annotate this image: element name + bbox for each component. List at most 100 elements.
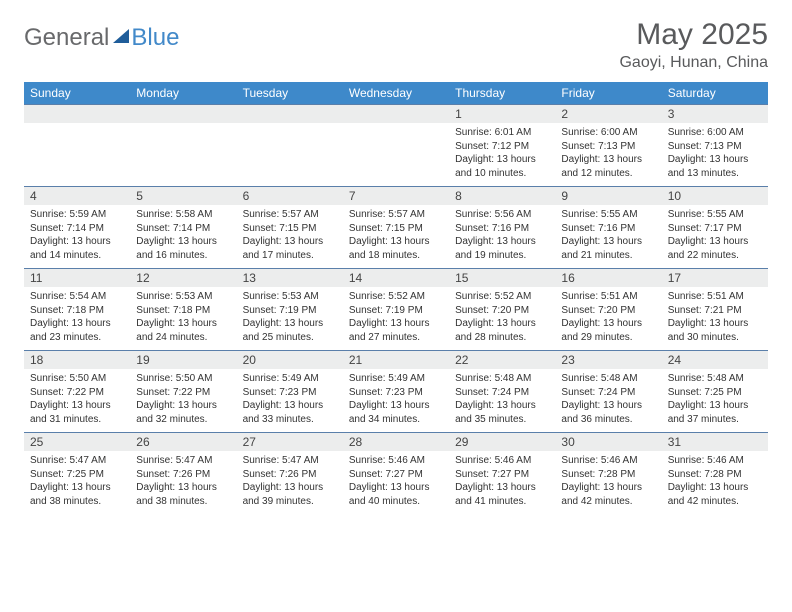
day-details: Sunrise: 5:47 AMSunset: 7:26 PMDaylight:… xyxy=(237,451,343,514)
weekday-header: Wednesday xyxy=(343,82,449,105)
day-number xyxy=(130,105,236,123)
day-number: 24 xyxy=(662,351,768,369)
calendar-day-cell: 16Sunrise: 5:51 AMSunset: 7:20 PMDayligh… xyxy=(555,269,661,351)
calendar-empty-cell xyxy=(343,105,449,187)
day-details: Sunrise: 5:50 AMSunset: 7:22 PMDaylight:… xyxy=(130,369,236,432)
calendar-week-row: 4Sunrise: 5:59 AMSunset: 7:14 PMDaylight… xyxy=(24,187,768,269)
day-details: Sunrise: 5:46 AMSunset: 7:28 PMDaylight:… xyxy=(555,451,661,514)
calendar-day-cell: 27Sunrise: 5:47 AMSunset: 7:26 PMDayligh… xyxy=(237,433,343,515)
weekday-header: Saturday xyxy=(662,82,768,105)
day-details xyxy=(237,123,343,175)
calendar-day-cell: 3Sunrise: 6:00 AMSunset: 7:13 PMDaylight… xyxy=(662,105,768,187)
calendar-day-cell: 21Sunrise: 5:49 AMSunset: 7:23 PMDayligh… xyxy=(343,351,449,433)
calendar-day-cell: 2Sunrise: 6:00 AMSunset: 7:13 PMDaylight… xyxy=(555,105,661,187)
calendar-day-cell: 12Sunrise: 5:53 AMSunset: 7:18 PMDayligh… xyxy=(130,269,236,351)
calendar-day-cell: 1Sunrise: 6:01 AMSunset: 7:12 PMDaylight… xyxy=(449,105,555,187)
day-details xyxy=(24,123,130,175)
calendar-day-cell: 8Sunrise: 5:56 AMSunset: 7:16 PMDaylight… xyxy=(449,187,555,269)
calendar-day-cell: 25Sunrise: 5:47 AMSunset: 7:25 PMDayligh… xyxy=(24,433,130,515)
day-number: 5 xyxy=(130,187,236,205)
day-number: 25 xyxy=(24,433,130,451)
weekday-header: Monday xyxy=(130,82,236,105)
day-number xyxy=(24,105,130,123)
page-header: General Blue May 2025 Gaoyi, Hunan, Chin… xyxy=(24,18,768,72)
calendar-day-cell: 11Sunrise: 5:54 AMSunset: 7:18 PMDayligh… xyxy=(24,269,130,351)
day-number: 20 xyxy=(237,351,343,369)
day-details xyxy=(343,123,449,175)
day-details: Sunrise: 5:57 AMSunset: 7:15 PMDaylight:… xyxy=(343,205,449,268)
calendar-week-row: 25Sunrise: 5:47 AMSunset: 7:25 PMDayligh… xyxy=(24,433,768,515)
day-number: 8 xyxy=(449,187,555,205)
calendar-day-cell: 23Sunrise: 5:48 AMSunset: 7:24 PMDayligh… xyxy=(555,351,661,433)
location: Gaoyi, Hunan, China xyxy=(619,54,768,72)
day-number: 10 xyxy=(662,187,768,205)
calendar-day-cell: 28Sunrise: 5:46 AMSunset: 7:27 PMDayligh… xyxy=(343,433,449,515)
day-details: Sunrise: 5:51 AMSunset: 7:21 PMDaylight:… xyxy=(662,287,768,350)
calendar-day-cell: 6Sunrise: 5:57 AMSunset: 7:15 PMDaylight… xyxy=(237,187,343,269)
day-details: Sunrise: 5:53 AMSunset: 7:18 PMDaylight:… xyxy=(130,287,236,350)
calendar-week-row: 11Sunrise: 5:54 AMSunset: 7:18 PMDayligh… xyxy=(24,269,768,351)
day-number: 21 xyxy=(343,351,449,369)
calendar-day-cell: 30Sunrise: 5:46 AMSunset: 7:28 PMDayligh… xyxy=(555,433,661,515)
calendar-day-cell: 26Sunrise: 5:47 AMSunset: 7:26 PMDayligh… xyxy=(130,433,236,515)
day-number: 29 xyxy=(449,433,555,451)
logo: General Blue xyxy=(24,18,179,52)
day-number: 9 xyxy=(555,187,661,205)
day-number: 15 xyxy=(449,269,555,287)
day-number: 28 xyxy=(343,433,449,451)
day-number: 2 xyxy=(555,105,661,123)
day-details: Sunrise: 5:50 AMSunset: 7:22 PMDaylight:… xyxy=(24,369,130,432)
day-details: Sunrise: 5:52 AMSunset: 7:20 PMDaylight:… xyxy=(449,287,555,350)
day-number: 30 xyxy=(555,433,661,451)
day-details: Sunrise: 5:48 AMSunset: 7:25 PMDaylight:… xyxy=(662,369,768,432)
calendar-day-cell: 7Sunrise: 5:57 AMSunset: 7:15 PMDaylight… xyxy=(343,187,449,269)
day-number: 18 xyxy=(24,351,130,369)
day-number: 17 xyxy=(662,269,768,287)
day-number: 6 xyxy=(237,187,343,205)
calendar-week-row: 1Sunrise: 6:01 AMSunset: 7:12 PMDaylight… xyxy=(24,105,768,187)
logo-word-2: Blue xyxy=(131,24,179,52)
calendar-day-cell: 22Sunrise: 5:48 AMSunset: 7:24 PMDayligh… xyxy=(449,351,555,433)
day-details: Sunrise: 5:46 AMSunset: 7:28 PMDaylight:… xyxy=(662,451,768,514)
logo-triangle-icon xyxy=(113,29,129,43)
day-number: 27 xyxy=(237,433,343,451)
day-details: Sunrise: 5:53 AMSunset: 7:19 PMDaylight:… xyxy=(237,287,343,350)
day-details: Sunrise: 5:49 AMSunset: 7:23 PMDaylight:… xyxy=(343,369,449,432)
day-number: 16 xyxy=(555,269,661,287)
day-number: 14 xyxy=(343,269,449,287)
day-details: Sunrise: 5:47 AMSunset: 7:25 PMDaylight:… xyxy=(24,451,130,514)
day-details: Sunrise: 5:55 AMSunset: 7:17 PMDaylight:… xyxy=(662,205,768,268)
calendar-day-cell: 15Sunrise: 5:52 AMSunset: 7:20 PMDayligh… xyxy=(449,269,555,351)
day-number: 26 xyxy=(130,433,236,451)
day-details: Sunrise: 5:58 AMSunset: 7:14 PMDaylight:… xyxy=(130,205,236,268)
calendar-table: SundayMondayTuesdayWednesdayThursdayFrid… xyxy=(24,82,768,514)
calendar-day-cell: 4Sunrise: 5:59 AMSunset: 7:14 PMDaylight… xyxy=(24,187,130,269)
day-number: 12 xyxy=(130,269,236,287)
calendar-week-row: 18Sunrise: 5:50 AMSunset: 7:22 PMDayligh… xyxy=(24,351,768,433)
day-number: 11 xyxy=(24,269,130,287)
day-details: Sunrise: 6:01 AMSunset: 7:12 PMDaylight:… xyxy=(449,123,555,186)
calendar-empty-cell xyxy=(24,105,130,187)
calendar-day-cell: 13Sunrise: 5:53 AMSunset: 7:19 PMDayligh… xyxy=(237,269,343,351)
day-details: Sunrise: 6:00 AMSunset: 7:13 PMDaylight:… xyxy=(662,123,768,186)
calendar-empty-cell xyxy=(130,105,236,187)
day-details: Sunrise: 5:51 AMSunset: 7:20 PMDaylight:… xyxy=(555,287,661,350)
day-number: 19 xyxy=(130,351,236,369)
day-details: Sunrise: 5:57 AMSunset: 7:15 PMDaylight:… xyxy=(237,205,343,268)
day-details: Sunrise: 5:46 AMSunset: 7:27 PMDaylight:… xyxy=(449,451,555,514)
day-details: Sunrise: 5:54 AMSunset: 7:18 PMDaylight:… xyxy=(24,287,130,350)
calendar-day-cell: 19Sunrise: 5:50 AMSunset: 7:22 PMDayligh… xyxy=(130,351,236,433)
calendar-day-cell: 29Sunrise: 5:46 AMSunset: 7:27 PMDayligh… xyxy=(449,433,555,515)
day-number: 31 xyxy=(662,433,768,451)
calendar-body: 1Sunrise: 6:01 AMSunset: 7:12 PMDaylight… xyxy=(24,105,768,515)
calendar-day-cell: 9Sunrise: 5:55 AMSunset: 7:16 PMDaylight… xyxy=(555,187,661,269)
day-details: Sunrise: 5:56 AMSunset: 7:16 PMDaylight:… xyxy=(449,205,555,268)
day-details: Sunrise: 5:59 AMSunset: 7:14 PMDaylight:… xyxy=(24,205,130,268)
weekday-header: Thursday xyxy=(449,82,555,105)
day-number: 13 xyxy=(237,269,343,287)
day-number: 1 xyxy=(449,105,555,123)
day-number: 7 xyxy=(343,187,449,205)
title-block: May 2025 Gaoyi, Hunan, China xyxy=(619,18,768,72)
calendar-day-cell: 20Sunrise: 5:49 AMSunset: 7:23 PMDayligh… xyxy=(237,351,343,433)
calendar-day-cell: 10Sunrise: 5:55 AMSunset: 7:17 PMDayligh… xyxy=(662,187,768,269)
